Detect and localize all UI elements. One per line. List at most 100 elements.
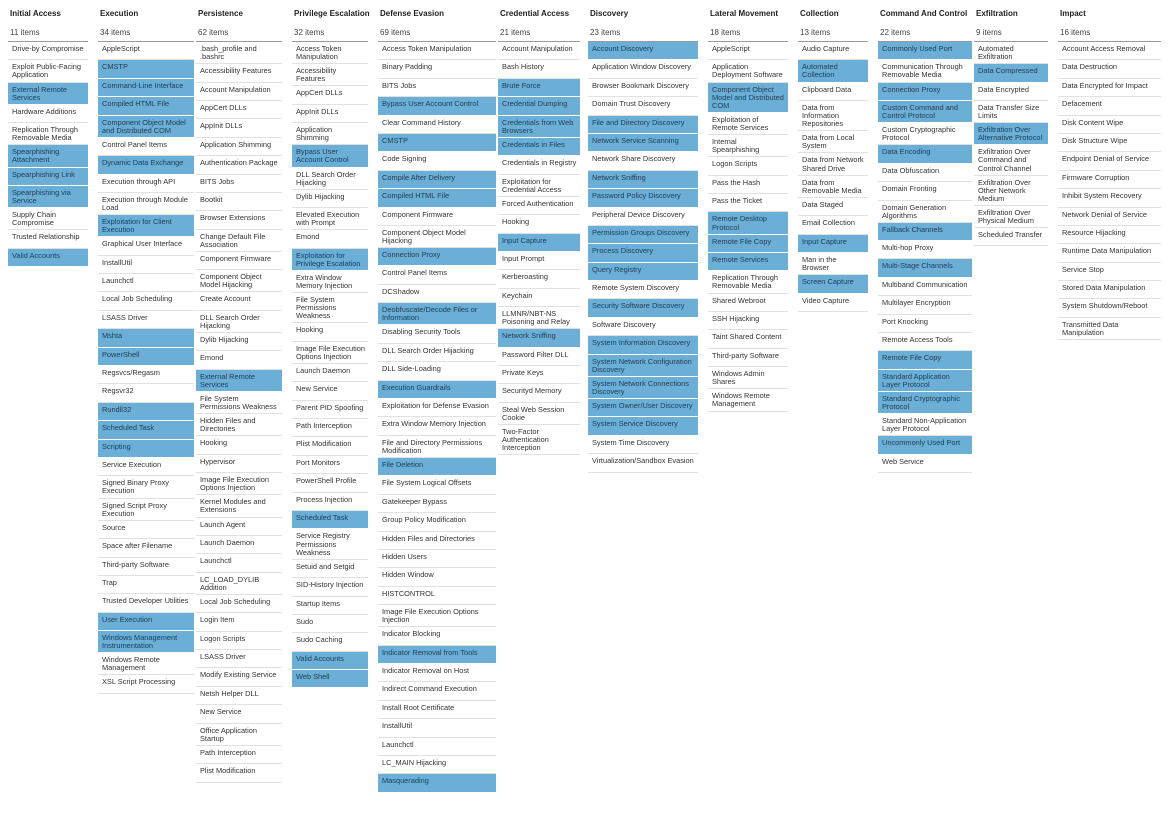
technique-cell[interactable]: Email Collection <box>798 216 868 235</box>
technique-cell-highlighted[interactable]: Bypass User Account Control <box>378 97 496 116</box>
technique-cell-highlighted[interactable]: Exploitation for Privilege Escalation <box>292 248 368 271</box>
technique-cell[interactable]: Code Signing <box>378 152 496 171</box>
technique-cell[interactable]: Launch Daemon <box>292 364 368 383</box>
technique-cell-highlighted[interactable]: Account Discovery <box>588 42 698 61</box>
technique-cell[interactable]: Account Manipulation <box>498 42 580 61</box>
technique-cell[interactable]: Setuid and Setgid <box>292 560 368 579</box>
technique-cell[interactable]: Standard Non-Application Layer Protocol <box>878 414 972 437</box>
technique-cell[interactable]: Application Shimming <box>196 138 282 157</box>
technique-cell[interactable]: SSH Hijacking <box>708 312 788 331</box>
technique-cell[interactable]: InstallUtil <box>98 256 194 275</box>
technique-cell-highlighted[interactable]: Credentials from Web Browsers <box>498 115 580 138</box>
technique-cell-highlighted[interactable]: System Owner/User Discovery <box>588 399 698 418</box>
technique-cell-highlighted[interactable]: Spearphishing via Service <box>8 185 88 209</box>
technique-cell[interactable]: AppInit DLLs <box>292 105 368 124</box>
technique-cell[interactable]: Hooking <box>292 323 368 342</box>
technique-cell-highlighted[interactable]: Input Capture <box>798 234 868 253</box>
technique-cell[interactable]: Create Account <box>196 292 282 311</box>
technique-cell[interactable]: Access Token Manipulation <box>292 42 368 65</box>
technique-cell[interactable]: Dylib Hijacking <box>292 190 368 209</box>
technique-cell[interactable]: Multiband Communication <box>878 278 972 297</box>
technique-cell[interactable]: Data from Local System <box>798 131 868 154</box>
technique-cell[interactable]: Parent PID Spoofing <box>292 401 368 420</box>
technique-cell[interactable]: Steal Web Session Cookie <box>498 403 580 425</box>
technique-cell[interactable]: Logon Scripts <box>196 632 282 651</box>
technique-cell[interactable]: Clear Command History <box>378 116 496 134</box>
technique-cell-highlighted[interactable]: Standard Application Layer Protocol <box>878 369 972 393</box>
technique-cell[interactable]: Dylib Hijacking <box>196 333 282 352</box>
technique-cell-highlighted[interactable]: File Deletion <box>378 457 496 477</box>
technique-cell-highlighted[interactable]: Compile After Delivery <box>378 170 496 190</box>
technique-cell[interactable]: LC_LOAD_DYLIB Addition <box>196 573 282 595</box>
technique-cell-highlighted[interactable]: Network Service Scanning <box>588 133 698 153</box>
technique-cell[interactable]: Elevated Execution with Prompt <box>292 208 368 231</box>
technique-cell[interactable]: New Service <box>196 705 282 724</box>
technique-cell[interactable]: Exfiltration Over Command and Control Ch… <box>974 145 1048 176</box>
technique-cell-highlighted[interactable]: Scheduled Task <box>98 421 194 440</box>
technique-cell[interactable]: Domain Fronting <box>878 182 972 201</box>
technique-cell[interactable]: Network Share Discovery <box>588 152 698 171</box>
technique-cell-highlighted[interactable]: Password Policy Discovery <box>588 189 698 208</box>
technique-cell[interactable]: LLMNR/NBT-NS Poisoning and Relay <box>498 307 580 330</box>
technique-cell[interactable]: Runtime Data Manipulation <box>1058 244 1161 263</box>
technique-cell-highlighted[interactable]: Input Capture <box>498 233 580 252</box>
technique-cell[interactable]: Exploit Public-Facing Application <box>8 60 88 83</box>
technique-cell-highlighted[interactable]: Connection Proxy <box>878 82 972 101</box>
technique-cell[interactable]: Netsh Helper DLL <box>196 687 282 706</box>
technique-cell[interactable]: Office Application Startup <box>196 724 282 746</box>
technique-cell-highlighted[interactable]: Data Compressed <box>974 64 1048 83</box>
technique-cell-highlighted[interactable]: Connection Proxy <box>378 248 496 267</box>
technique-cell[interactable]: Launchctl <box>98 274 194 293</box>
technique-cell[interactable]: Group Policy Modification <box>378 513 496 532</box>
technique-cell[interactable]: Bash History <box>498 60 580 79</box>
technique-cell-highlighted[interactable]: Data Encoding <box>878 145 972 164</box>
technique-cell-highlighted[interactable]: Bypass User Account Control <box>292 145 368 168</box>
technique-cell-highlighted[interactable]: Scripting <box>98 439 194 458</box>
technique-cell-highlighted[interactable]: Rundll32 <box>98 402 194 422</box>
tactic-header[interactable]: Lateral Movement <box>710 9 779 18</box>
technique-cell[interactable]: BITS Jobs <box>196 175 282 193</box>
technique-cell[interactable]: Forced Authentication <box>498 197 580 216</box>
technique-cell[interactable]: File System Permissions Weakness <box>196 392 282 415</box>
technique-cell[interactable]: Data Transfer Size Limits <box>974 101 1048 124</box>
technique-cell-highlighted[interactable]: Compiled HTML File <box>378 189 496 208</box>
technique-cell[interactable]: Exploitation for Credential Access <box>498 175 580 197</box>
technique-cell[interactable]: LC_MAIN Hijacking <box>378 756 496 775</box>
technique-cell-highlighted[interactable]: Indicator Removal from Tools <box>378 645 496 665</box>
technique-cell-highlighted[interactable]: Network Sniffing <box>588 170 698 190</box>
technique-cell[interactable]: Bootkit <box>196 193 282 212</box>
technique-cell[interactable]: Path Interception <box>196 746 282 765</box>
technique-cell-highlighted[interactable]: Permission Groups Discovery <box>588 225 698 245</box>
technique-cell-highlighted[interactable]: Credential Dumping <box>498 97 580 116</box>
technique-cell[interactable]: Service Stop <box>1058 263 1161 282</box>
technique-cell[interactable]: Disk Structure Wipe <box>1058 134 1161 153</box>
technique-cell[interactable]: Communication Through Removable Media <box>878 60 972 83</box>
technique-cell[interactable]: Data Staged <box>798 198 868 217</box>
technique-cell[interactable]: Third-party Software <box>708 349 788 368</box>
technique-cell[interactable]: Remote System Discovery <box>588 281 698 300</box>
technique-cell[interactable]: System Time Discovery <box>588 436 698 455</box>
technique-cell[interactable]: Video Capture <box>798 294 868 312</box>
technique-cell[interactable]: PowerShell Profile <box>292 474 368 493</box>
technique-cell-highlighted[interactable]: External Remote Services <box>8 82 88 105</box>
technique-cell[interactable]: Authentication Package <box>196 156 282 175</box>
technique-cell[interactable]: Data Obfuscation <box>878 164 972 183</box>
technique-cell[interactable]: Regsvr32 <box>98 384 194 403</box>
tactic-header[interactable]: Defense Evasion <box>380 9 445 18</box>
technique-cell[interactable]: Space after Filename <box>98 539 194 558</box>
technique-cell[interactable]: Sudo Caching <box>292 633 368 652</box>
technique-cell[interactable]: Securityd Memory <box>498 384 580 403</box>
technique-cell[interactable]: Plist Modification <box>196 764 282 783</box>
technique-cell[interactable]: Exploitation for Defense Evasion <box>378 399 496 418</box>
technique-cell-highlighted[interactable]: Masquerading <box>378 774 496 793</box>
technique-cell-highlighted[interactable]: Deobfuscate/Decode Files or Information <box>378 303 496 326</box>
technique-cell[interactable]: Signed Binary Proxy Execution <box>98 476 194 499</box>
technique-cell[interactable]: Multi-hop Proxy <box>878 241 972 260</box>
technique-cell[interactable]: LSASS Driver <box>98 311 194 330</box>
technique-cell[interactable]: Pass the Hash <box>708 176 788 195</box>
technique-cell[interactable]: Keychain <box>498 289 580 308</box>
technique-cell[interactable]: InstallUtil <box>378 719 496 738</box>
technique-cell[interactable]: Data Destruction <box>1058 60 1161 79</box>
technique-cell-highlighted[interactable]: Scheduled Task <box>292 511 368 530</box>
technique-cell[interactable]: Accessibility Features <box>292 64 368 87</box>
